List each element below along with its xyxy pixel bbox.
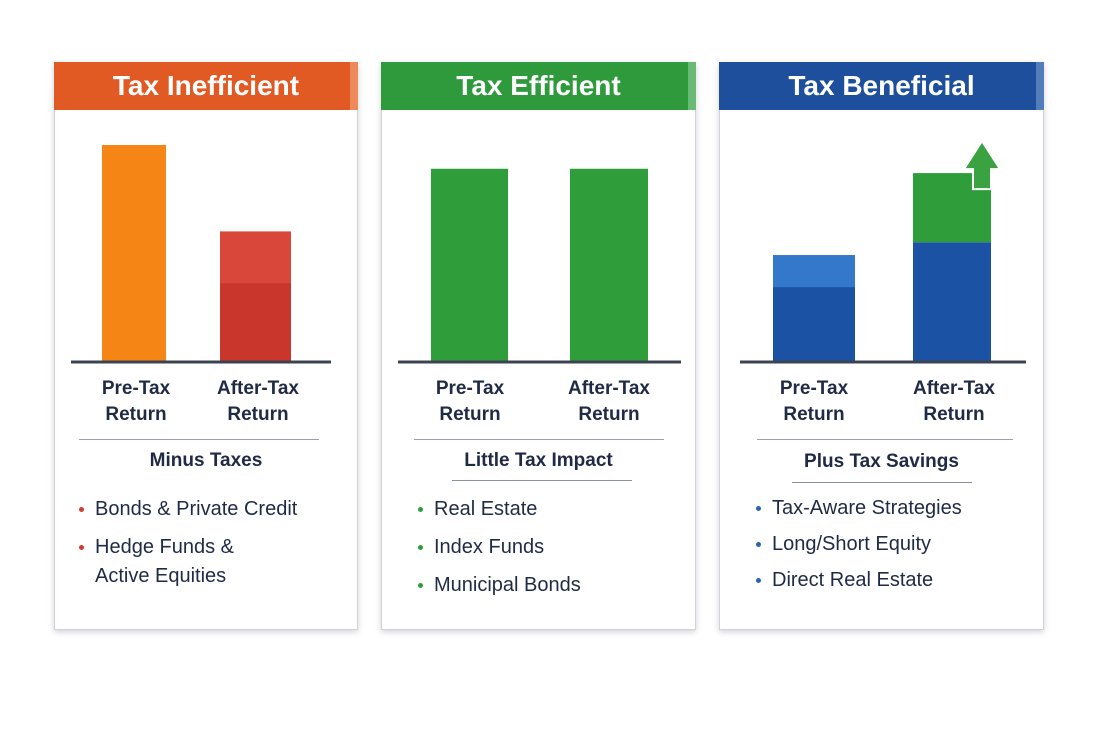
divider [79, 439, 319, 440]
bar-after-tax-shade [220, 283, 291, 361]
bar-chart-svg [71, 145, 331, 364]
section-title: Minus Taxes [149, 450, 263, 471]
category-label-after-tax: After-Tax Return [913, 378, 995, 425]
list-item: Hedge Funds & Active Equities [77, 533, 347, 591]
panel-tax-efficient: Tax Efficient Pre-Tax Return After-Tax R… [381, 62, 696, 630]
bar-after-tax-base [913, 242, 991, 361]
category-label-after-tax: After-Tax Return [217, 378, 299, 425]
bar-chart-svg [398, 168, 681, 364]
bullet-list: Real Estate Index Funds Municipal Bonds [416, 495, 685, 609]
up-arrow-icon [962, 139, 1002, 191]
bullet-list: Tax-Aware Strategies Long/Short Equity D… [754, 494, 1033, 604]
section-underline [792, 482, 972, 483]
bar-chart [382, 110, 697, 370]
list-item: Real Estate [416, 495, 685, 524]
list-item: Tax-Aware Strategies [754, 494, 1033, 523]
panel-tax-inefficient: Tax Inefficient Pre-Tax Return After-Tax… [54, 62, 358, 630]
category-label-pre-tax: Pre-Tax Return [779, 378, 849, 425]
bar-chart [55, 110, 359, 370]
divider [757, 439, 1013, 440]
bar-chart [720, 110, 1045, 370]
divider [414, 439, 664, 440]
panel-header: Tax Beneficial [719, 62, 1044, 110]
panel-title: Tax Inefficient [112, 70, 300, 101]
bar-pre-tax [102, 145, 166, 361]
panel-title: Tax Beneficial [788, 70, 975, 101]
category-label-after-tax: After-Tax Return [568, 378, 650, 425]
list-item: Index Funds [416, 533, 685, 562]
category-label-pre-tax: Pre-Tax Return [101, 378, 171, 425]
list-item: Direct Real Estate [754, 566, 1033, 595]
bullet-list: Bonds & Private Credit Hedge Funds & Act… [77, 495, 347, 600]
category-label-pre-tax: Pre-Tax Return [435, 378, 505, 425]
section-underline [452, 480, 632, 481]
panel-header: Tax Efficient [381, 62, 696, 110]
list-item: Bonds & Private Credit [77, 495, 347, 524]
bar-pre-tax-top [773, 255, 855, 288]
list-item: Municipal Bonds [416, 571, 685, 600]
panel-tax-beneficial: Tax Beneficial Pre-Tax Return After-Tax … [719, 62, 1044, 630]
bar-after-tax [570, 168, 648, 361]
section-title: Little Tax Impact [464, 450, 613, 471]
bar-pre-tax [431, 168, 508, 361]
panel-title: Tax Efficient [456, 70, 621, 101]
section-title: Plus Tax Savings [804, 451, 959, 472]
bar-chart-svg [740, 139, 1026, 364]
list-item: Long/Short Equity [754, 530, 1033, 559]
panel-header: Tax Inefficient [54, 62, 358, 110]
